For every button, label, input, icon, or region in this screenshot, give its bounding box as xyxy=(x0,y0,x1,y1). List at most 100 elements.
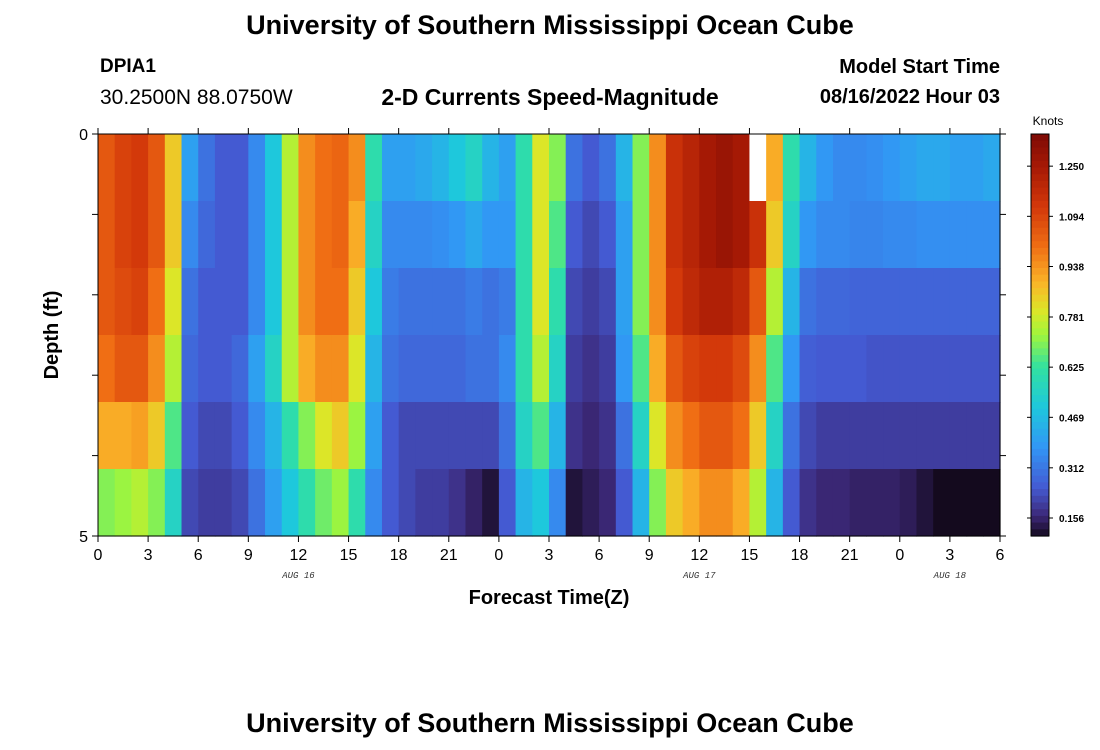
page-title: University of Southern Mississippi Ocean… xyxy=(246,10,854,40)
heatmap-cell xyxy=(114,201,132,269)
heatmap-cell xyxy=(381,335,400,403)
model-start-label: Model Start Time xyxy=(839,56,1000,78)
heatmap-cell xyxy=(315,268,333,336)
colorbar-label: 1.094 xyxy=(1059,212,1084,223)
heatmap-cell xyxy=(331,268,350,336)
colorbar-segment xyxy=(1031,160,1049,169)
heatmap-cell xyxy=(582,268,600,336)
heatmap-cell xyxy=(265,268,283,336)
heatmap-cell xyxy=(381,469,400,537)
heatmap-cell xyxy=(966,402,984,470)
heatmap-cell xyxy=(198,268,216,336)
heatmap-cell xyxy=(114,335,132,403)
heatmap-cell xyxy=(732,268,751,336)
heatmap-cell xyxy=(315,335,333,403)
heatmap-cell xyxy=(465,469,483,537)
heatmap-cell xyxy=(615,201,634,269)
colorbar-segment xyxy=(1031,509,1049,517)
heatmap-cell xyxy=(883,134,901,202)
heatmap-cell xyxy=(699,268,717,336)
heatmap-cell xyxy=(699,201,717,269)
heatmap-cell xyxy=(482,469,500,537)
heatmap-cell xyxy=(732,134,751,202)
heatmap-cell xyxy=(849,201,867,269)
heatmap-cell xyxy=(832,402,851,470)
heatmap-cell xyxy=(381,201,400,269)
heatmap-cell xyxy=(832,201,851,269)
colorbar-segment xyxy=(1031,174,1049,182)
heatmap-cell xyxy=(949,335,968,403)
heatmap-cell xyxy=(782,402,801,470)
heatmap-cell xyxy=(582,201,600,269)
colorbar-segment xyxy=(1031,241,1049,249)
heatmap-cell xyxy=(983,402,1001,470)
heatmap-cell xyxy=(231,335,249,403)
heatmap-cell xyxy=(732,469,751,537)
heatmap-cell xyxy=(916,469,934,537)
colorbar-segment xyxy=(1031,314,1049,323)
heatmap-cell xyxy=(98,402,116,470)
heatmap-cell xyxy=(315,201,333,269)
heatmap-cell xyxy=(832,335,851,403)
heatmap-cell xyxy=(582,469,600,537)
heatmap-cell xyxy=(281,134,300,202)
date-label: AUG 16 xyxy=(281,571,315,581)
heatmap-cell xyxy=(331,402,350,470)
heatmap-cell xyxy=(766,335,784,403)
heatmap-cell xyxy=(331,469,350,537)
heatmap-cell xyxy=(766,469,784,537)
heatmap-cell xyxy=(381,402,400,470)
heatmap-cell xyxy=(866,201,884,269)
heatmap-cell xyxy=(699,402,717,470)
heatmap-cell xyxy=(298,402,316,470)
heatmap-cell xyxy=(298,268,316,336)
heatmap-cell xyxy=(649,268,667,336)
heatmap-cell xyxy=(281,268,300,336)
heatmap-cell xyxy=(214,335,233,403)
heatmap-cell xyxy=(983,469,1001,537)
heatmap-cell xyxy=(899,201,918,269)
heatmap-cell xyxy=(732,402,751,470)
heatmap-cell xyxy=(231,268,249,336)
x-tick-label: 6 xyxy=(595,547,604,564)
colorbar-label: 0.625 xyxy=(1059,363,1084,374)
heatmap-cell xyxy=(164,469,183,537)
heatmap-cell xyxy=(214,402,233,470)
heatmap-cell xyxy=(432,335,450,403)
heatmap-cell xyxy=(515,134,533,202)
colorbar-segment xyxy=(1031,234,1049,242)
colorbar-segment xyxy=(1031,462,1049,470)
heatmap-cell xyxy=(933,134,951,202)
colorbar-segment xyxy=(1031,435,1049,443)
colorbar-segment xyxy=(1031,381,1049,390)
heatmap-cell xyxy=(649,469,667,537)
heatmap-cell xyxy=(198,402,216,470)
heatmap-cell xyxy=(315,134,333,202)
heatmap-cell xyxy=(866,402,884,470)
y-axis: 05 xyxy=(79,127,1006,546)
heatmap-cell xyxy=(448,134,467,202)
heatmap-cell xyxy=(315,469,333,537)
chart-title: 2-D Currents Speed-Magnitude xyxy=(381,84,719,110)
colorbar-segment xyxy=(1031,335,1049,343)
colorbar-segment xyxy=(1031,154,1049,162)
heatmap-cell xyxy=(799,469,817,537)
heatmap-cell xyxy=(632,201,650,269)
heatmap-cell xyxy=(699,134,717,202)
heatmap-cell xyxy=(448,335,467,403)
heatmap-cell xyxy=(348,268,366,336)
colorbar-segment xyxy=(1031,442,1049,450)
colorbar-segment xyxy=(1031,180,1049,189)
heatmap-cell xyxy=(365,268,383,336)
heatmap-cell xyxy=(482,402,500,470)
heatmap-cell xyxy=(114,402,132,470)
x-tick-label: 3 xyxy=(144,547,153,564)
heatmap-cell xyxy=(665,469,684,537)
heatmap-cell xyxy=(331,335,350,403)
heatmap-cell xyxy=(716,201,734,269)
colorbar-segment xyxy=(1031,147,1049,155)
heatmap-cell xyxy=(866,268,884,336)
heatmap-cell xyxy=(281,335,300,403)
heatmap-cell xyxy=(281,201,300,269)
heatmap-cell xyxy=(164,201,183,269)
